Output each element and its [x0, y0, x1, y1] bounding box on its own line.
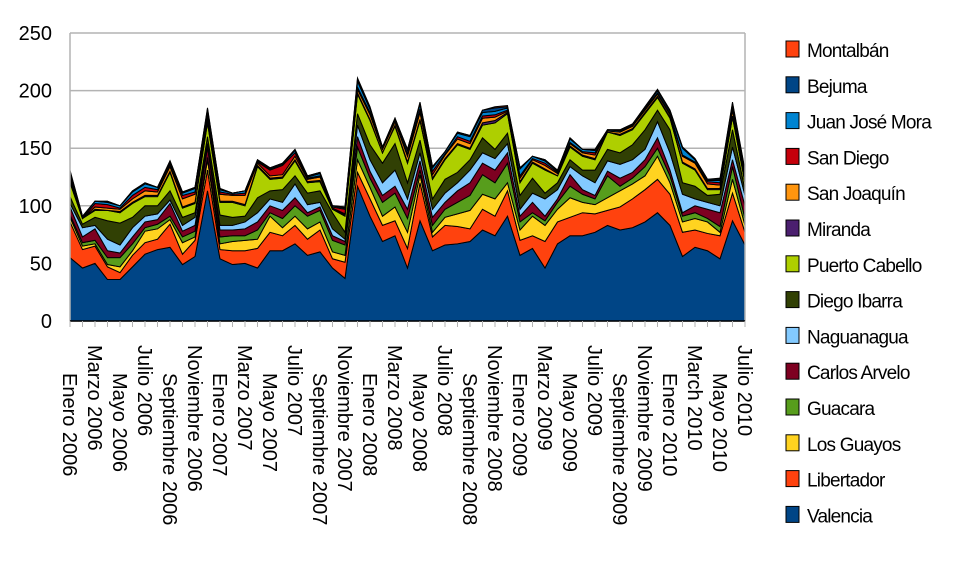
x-tick-label: Marzo 2009 — [533, 345, 555, 451]
y-tick-label: 150 — [19, 138, 52, 160]
x-tick-label: Noviembre 2008 — [483, 345, 505, 492]
legend-item: Juan José Mora — [785, 112, 933, 134]
y-tick-label: 200 — [19, 81, 52, 103]
x-axis-tick-labels: Enero 2006 Marzo 2006 Mayo 2006 Julio 2006 S… — [58, 345, 755, 525]
legend-label: Guacara — [807, 399, 876, 420]
legend-swatch — [785, 255, 800, 273]
y-tick-label: 50 — [30, 253, 52, 275]
legend-label: Los Guayos — [807, 435, 901, 456]
x-tick-label: Marzo 2008 — [383, 345, 405, 451]
legend-item: Puerto Cabello — [785, 255, 923, 277]
x-tick-label: Mayo 2008 — [408, 373, 430, 472]
x-tick-label: Julio 2008 — [433, 345, 455, 436]
legend-swatch — [785, 147, 800, 165]
x-tick-label: Enero 2009 — [508, 373, 530, 476]
legend-swatch — [785, 112, 800, 130]
legend-label: Juan José Mora — [807, 113, 932, 134]
legend-swatch — [785, 362, 800, 380]
x-tick-label: Septiembre 2008 — [458, 373, 480, 525]
legend-item: Valencia — [785, 505, 874, 527]
y-tick-label: 100 — [19, 196, 52, 218]
x-tick-label: Enero 2008 — [358, 373, 380, 476]
legend-label: Valencia — [807, 506, 873, 527]
legend-swatch — [785, 434, 800, 452]
x-tick-label: Julio 2010 — [733, 345, 755, 436]
x-tick-label: Mayo 2010 — [708, 373, 730, 472]
x-tick-label: Marzo 2007 — [233, 345, 255, 451]
x-tick-label: Septiembre 2007 — [308, 373, 330, 525]
legend-swatch — [785, 76, 800, 94]
x-tick-label: Enero 2010 — [658, 373, 680, 476]
x-tick-label: Septiembre 2006 — [158, 373, 180, 525]
legend-swatch — [785, 291, 800, 309]
legend-item: Naguanagua — [785, 326, 910, 348]
x-tick-label: Mayo 2006 — [108, 373, 130, 472]
legend-swatch — [785, 219, 800, 237]
legend-label: Puerto Cabello — [807, 256, 922, 277]
legend-item: Diego Ibarra — [785, 291, 904, 313]
legend-label: San Diego — [807, 148, 889, 169]
legend: Montalbán Bejuma Juan José Mora San Diego Sa… — [785, 40, 933, 527]
axes — [69, 33, 746, 327]
x-tick-label: Noviembre 2006 — [183, 345, 205, 492]
x-tick-label: Marzo 2006 — [83, 345, 105, 451]
legend-item: Los Guayos — [785, 434, 901, 456]
legend-swatch — [785, 40, 800, 58]
legend-item: Guacara — [785, 398, 876, 420]
legend-label: Montalbán — [807, 41, 889, 62]
legend-item: Bejuma — [785, 76, 869, 98]
x-tick-label: Noviembre 2007 — [333, 345, 355, 492]
legend-label: Miranda — [807, 220, 871, 241]
legend-swatch — [785, 470, 800, 488]
legend-label: Bejuma — [807, 77, 868, 98]
x-tick-label: Mayo 2009 — [558, 373, 580, 472]
legend-item: Montalbán — [785, 40, 890, 62]
legend-label: Diego Ibarra — [807, 292, 903, 313]
legend-swatch — [785, 326, 800, 344]
legend-item: Miranda — [785, 219, 872, 241]
legend-swatch — [785, 183, 800, 201]
x-tick-label: Enero 2007 — [208, 373, 230, 476]
legend-label: San Joaquín — [807, 184, 905, 205]
legend-item: Libertador — [785, 470, 887, 492]
legend-swatch — [785, 398, 800, 416]
x-tick-label: Julio 2006 — [133, 345, 155, 436]
legend-label: Libertador — [807, 471, 886, 492]
y-tick-label: 0 — [41, 311, 52, 333]
x-tick-label: Mayo 2007 — [258, 373, 280, 472]
x-tick-label: Julio 2007 — [283, 345, 305, 436]
y-tick-label: 250 — [19, 23, 52, 45]
x-tick-label: March 2010 — [683, 345, 705, 451]
x-tick-label: Noviembre 2009 — [633, 345, 655, 492]
x-tick-label: Enero 2006 — [58, 373, 80, 476]
legend-label: Naguanagua — [807, 327, 909, 348]
area-series — [69, 75, 746, 322]
legend-swatch — [785, 505, 800, 523]
legend-label: Carlos Arvelo — [807, 363, 910, 384]
x-tick-label: Julio 2009 — [583, 345, 605, 436]
legend-item: San Diego — [785, 147, 890, 169]
x-tick-label: Septiembre 2009 — [608, 373, 630, 525]
legend-item: Carlos Arvelo — [785, 362, 911, 384]
legend-item: San Joaquín — [785, 183, 906, 205]
y-axis-tick-labels: 0 50 100 150 200 250 — [19, 23, 52, 333]
